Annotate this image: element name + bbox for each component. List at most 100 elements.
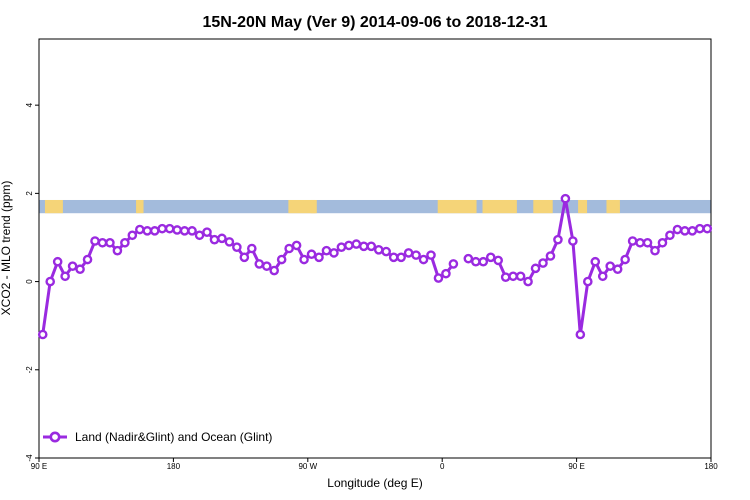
legend-label: Land (Nadir&Glint) and Ocean (Glint) (75, 430, 272, 444)
data-point (127, 230, 138, 241)
data-point (299, 254, 309, 265)
data-point (620, 254, 630, 265)
data-point (657, 237, 668, 248)
data-point (67, 261, 78, 271)
data-point (45, 276, 56, 287)
data-point (90, 236, 100, 246)
legend-marker (49, 431, 61, 443)
data-point (246, 243, 257, 254)
data-point (314, 252, 324, 263)
data-point (627, 236, 638, 246)
series-group (37, 193, 713, 340)
data-point (583, 276, 593, 287)
data-point (508, 271, 518, 282)
data-point (665, 230, 675, 241)
data-point (351, 239, 362, 249)
data-point (306, 249, 317, 260)
data-point (37, 329, 48, 340)
data-point (276, 254, 287, 265)
data-point (321, 245, 332, 256)
data-point (635, 237, 645, 248)
data-point (164, 223, 175, 234)
data-point (463, 253, 474, 264)
data-point (702, 223, 713, 234)
land-band-segment (310, 199, 317, 214)
data-point (441, 268, 451, 279)
data-point (553, 234, 563, 245)
chart-title: 15N-20N May (Ver 9) 2014-09-06 to 2018-1… (202, 14, 547, 31)
data-point (545, 251, 556, 261)
data-point (344, 240, 354, 251)
land-band-segment (437, 199, 477, 214)
data-point (291, 240, 302, 251)
data-point (568, 236, 578, 246)
legend: Land (Nadir&Glint) and Ocean (Glint) (43, 430, 272, 444)
data-point (605, 261, 616, 271)
plot-frame (38, 38, 712, 459)
data-point (134, 224, 145, 235)
data-point (172, 225, 182, 235)
data-point (358, 241, 369, 252)
data-point (493, 255, 504, 266)
data-point (82, 254, 93, 265)
data-point (478, 256, 489, 267)
land-band-segment (136, 199, 144, 214)
y-tick-label: -4 (25, 454, 34, 462)
data-point (179, 226, 190, 236)
land-band-segment (578, 199, 588, 214)
data-point (695, 223, 705, 234)
y-tick-label: 2 (25, 191, 34, 196)
data-point (672, 224, 683, 235)
data-point (261, 261, 272, 271)
data-point (560, 193, 571, 204)
data-point (612, 264, 623, 275)
data-point (597, 271, 608, 282)
data-point (680, 226, 690, 236)
data-point (284, 243, 294, 254)
y-axis-label: XCO2 - MLO trend (ppm) (0, 181, 13, 316)
land-band-segment (606, 199, 620, 214)
data-point (418, 254, 429, 265)
x-tick-label: 0 (440, 462, 445, 471)
x-tick-label: 90 W (298, 462, 317, 471)
data-point (650, 245, 660, 256)
data-point (523, 276, 533, 287)
x-tick-label: 90 E (568, 462, 584, 471)
data-point (388, 252, 399, 263)
data-point (329, 248, 339, 258)
data-point (239, 252, 250, 263)
data-point (97, 237, 108, 248)
data-point (232, 242, 242, 252)
data-point (120, 237, 130, 248)
y-tick-label: 4 (25, 102, 34, 107)
data-point (336, 242, 347, 252)
land-band-segment (482, 199, 517, 214)
data-point (224, 237, 235, 247)
data-point (269, 265, 280, 276)
data-point (142, 226, 153, 236)
data-point (60, 271, 70, 282)
land-band-segment (533, 199, 553, 214)
data-point (590, 256, 601, 267)
land-ocean-band (39, 199, 711, 214)
data-point (396, 252, 406, 263)
data-point (209, 234, 220, 245)
data-point (254, 259, 265, 269)
data-point (202, 227, 212, 237)
data-point (187, 226, 197, 236)
data-point (157, 223, 167, 234)
data-point (366, 241, 377, 252)
data-point (500, 272, 511, 282)
data-point (112, 245, 123, 256)
data-point (381, 246, 392, 257)
data-point (75, 264, 85, 275)
x-axis: 90 E 180 90 W 0 90 E 180 (31, 458, 718, 471)
data-point (485, 252, 496, 263)
data-point (470, 256, 481, 267)
data-point (194, 230, 205, 241)
data-point (403, 248, 414, 258)
data-point (105, 237, 115, 248)
land-band-segment (288, 199, 316, 214)
data-point (515, 271, 526, 282)
